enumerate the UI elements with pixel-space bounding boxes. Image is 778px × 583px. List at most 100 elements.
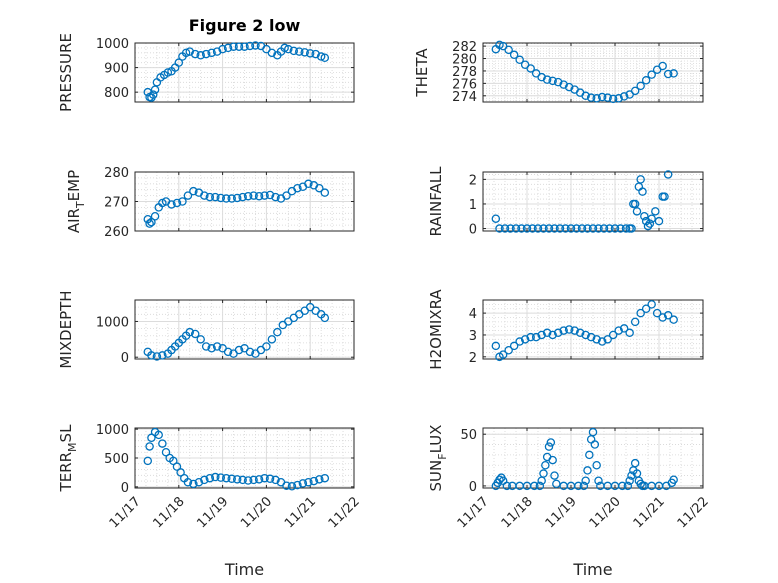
data-point bbox=[636, 81, 645, 91]
data-point bbox=[574, 481, 583, 491]
data-point bbox=[608, 330, 618, 340]
data-point bbox=[625, 476, 634, 486]
y-axis-label-main: PRESSURE bbox=[57, 33, 75, 112]
y-axis-label: MIXDEPTH bbox=[57, 290, 75, 368]
y-axis-label: SUNFLUX bbox=[427, 425, 449, 492]
data-point bbox=[663, 69, 673, 79]
data-point bbox=[150, 211, 160, 221]
data-point bbox=[245, 41, 255, 51]
data-point bbox=[579, 481, 589, 491]
y-axis-label-main: MIXDEPTH bbox=[57, 290, 75, 368]
panel-terr_msl: 0 500 1000 11/17 11/18 11/19 11/20 11/21 11/22 Ti… bbox=[57, 423, 363, 579]
data-point bbox=[311, 49, 320, 59]
x-tick-label: 11/20 bbox=[587, 494, 624, 531]
y-tick-label: 280 bbox=[452, 53, 477, 68]
data-point bbox=[504, 346, 513, 355]
data-point bbox=[634, 182, 644, 191]
data-point bbox=[293, 480, 302, 490]
y-tick-label: 280 bbox=[104, 166, 129, 181]
data-point bbox=[491, 341, 501, 351]
data-point bbox=[663, 311, 673, 320]
data-point bbox=[616, 224, 625, 233]
y-tick-label: 278 bbox=[452, 65, 477, 80]
panel-rainfall: 0 1 2 RAINFALL bbox=[427, 166, 704, 238]
data-point bbox=[491, 214, 501, 223]
data-point bbox=[267, 335, 277, 344]
data-point bbox=[294, 47, 304, 56]
y-tick-label: 50 bbox=[460, 428, 477, 443]
y-tick-label: 2 bbox=[469, 173, 477, 188]
y-tick-label: 4 bbox=[469, 307, 477, 322]
x-tick-label: 11/19 bbox=[194, 494, 231, 531]
data-point bbox=[163, 68, 173, 77]
data-point bbox=[147, 217, 156, 227]
data-point bbox=[185, 327, 194, 337]
x-axis-label: Time bbox=[572, 560, 612, 579]
data-point bbox=[216, 473, 226, 482]
x-tick-label: 11/21 bbox=[282, 494, 319, 531]
data-point bbox=[583, 466, 592, 475]
data-point bbox=[152, 352, 162, 361]
data-point bbox=[570, 326, 579, 335]
data-point bbox=[590, 440, 600, 449]
data-point bbox=[178, 197, 187, 206]
data-point bbox=[539, 469, 548, 478]
data-point bbox=[145, 219, 154, 228]
data-point bbox=[526, 332, 535, 342]
data-point bbox=[249, 191, 258, 200]
data-point bbox=[581, 91, 590, 101]
data-series bbox=[143, 427, 330, 491]
data-point bbox=[183, 477, 193, 487]
data-point bbox=[232, 475, 242, 484]
data-point bbox=[315, 475, 324, 484]
x-tick-label: 11/19 bbox=[543, 494, 580, 531]
data-point bbox=[522, 224, 532, 233]
y-tick-label: 3 bbox=[469, 329, 477, 344]
data-point bbox=[320, 53, 330, 63]
data-point bbox=[643, 221, 653, 231]
data-point bbox=[200, 475, 209, 485]
data-point bbox=[154, 430, 163, 440]
data-point bbox=[509, 50, 519, 60]
data-point bbox=[640, 211, 649, 221]
data-point bbox=[619, 92, 629, 101]
data-point bbox=[223, 347, 233, 357]
data-point bbox=[189, 479, 198, 489]
data-point bbox=[223, 43, 233, 53]
axes-box bbox=[134, 299, 355, 360]
data-point bbox=[542, 328, 552, 338]
data-point bbox=[145, 442, 154, 451]
data-point bbox=[500, 224, 510, 233]
y-tick-label: 270 bbox=[104, 196, 129, 211]
data-point bbox=[234, 42, 244, 51]
data-point bbox=[287, 482, 297, 491]
data-point bbox=[271, 475, 280, 485]
data-point bbox=[627, 224, 636, 233]
y-tick-label: 274 bbox=[452, 90, 477, 105]
data-series bbox=[143, 179, 330, 228]
data-point bbox=[205, 473, 215, 483]
y-axis-label: THETA bbox=[413, 48, 431, 98]
data-point bbox=[630, 86, 640, 96]
y-tick-label: 1000 bbox=[96, 37, 129, 52]
y-axis-label-main: H2OMIXRA bbox=[427, 289, 445, 370]
y-tick-label: 260 bbox=[104, 225, 129, 240]
y-tick-label: 900 bbox=[104, 62, 129, 77]
data-point bbox=[143, 456, 153, 466]
data-point bbox=[218, 44, 227, 54]
data-point bbox=[260, 473, 269, 483]
data-point bbox=[597, 337, 607, 346]
data-point bbox=[553, 328, 563, 338]
y-axis-label: PRESSURE bbox=[57, 33, 75, 112]
x-tick-label: 11/22 bbox=[326, 494, 363, 531]
data-point bbox=[636, 308, 645, 318]
data-point bbox=[254, 191, 264, 201]
data-point bbox=[320, 188, 330, 197]
data-point bbox=[271, 192, 280, 202]
data-point bbox=[265, 474, 275, 484]
data-point bbox=[548, 455, 557, 465]
y-axis-label-subscript: F bbox=[436, 453, 449, 459]
data-series bbox=[491, 170, 673, 233]
y-tick-label: 0 bbox=[121, 351, 129, 366]
data-point bbox=[550, 471, 559, 480]
